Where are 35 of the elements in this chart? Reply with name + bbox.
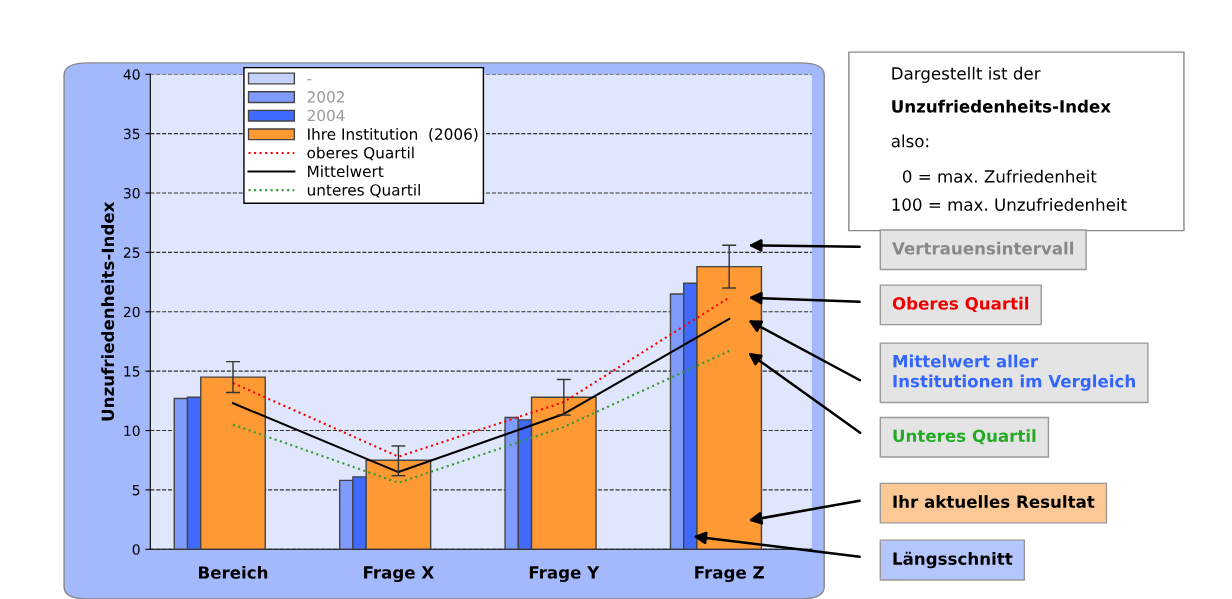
text: Vertrauensintervall	[892, 241, 1074, 255]
text: Unteres Quartil	[893, 429, 1036, 445]
line-series	[231, 296, 731, 458]
legend-label: 2004	[307, 109, 345, 122]
text: Dargestellt ist der	[892, 66, 1041, 83]
y-tick-label: 5	[132, 485, 140, 496]
text: 0 = max. Zufriedenheit	[902, 169, 1097, 183]
y-axis-title: Unzufriedenheits-Index	[101, 201, 115, 421]
text: 100 = max. Unzufriedenheit	[892, 197, 1127, 211]
text: Oberes Quartil	[892, 296, 1029, 312]
y-tick-label: 25	[123, 247, 140, 258]
text: Unzufriedenheits-Index	[892, 99, 1111, 113]
y-tick-label: 0	[132, 544, 140, 555]
legend-label: 2002	[307, 91, 344, 103]
y-tick-label: 35	[123, 128, 140, 140]
text: Mittelwert aller Institutionen im Vergleich	[893, 354, 1135, 391]
text: also:	[891, 134, 929, 148]
y-tick-label: 20	[123, 306, 140, 318]
legend-label: -	[307, 79, 312, 81]
legend-label: oberes Quartil	[307, 146, 414, 161]
legend-label: Mittelwert	[308, 165, 384, 178]
x-tick-label: Frage Y	[529, 566, 600, 583]
line-series	[231, 349, 731, 484]
legend-label: Ihre Institution (2006)	[308, 128, 478, 142]
y-tick-label: 40	[123, 69, 140, 80]
line-series	[231, 317, 731, 474]
legend-label: unteres Quartil	[307, 183, 420, 198]
text: Längsschnitt	[893, 551, 1013, 569]
y-tick-label: 30	[123, 188, 140, 199]
text: Ihr aktuelles Resultat	[893, 495, 1095, 508]
x-tick-label: Bereich	[199, 565, 268, 579]
x-tick-label: Frage X	[364, 566, 434, 583]
y-tick-label: 10	[124, 425, 140, 437]
x-tick-label: Frage Z	[695, 566, 764, 583]
y-tick-label: 15	[124, 366, 140, 377]
